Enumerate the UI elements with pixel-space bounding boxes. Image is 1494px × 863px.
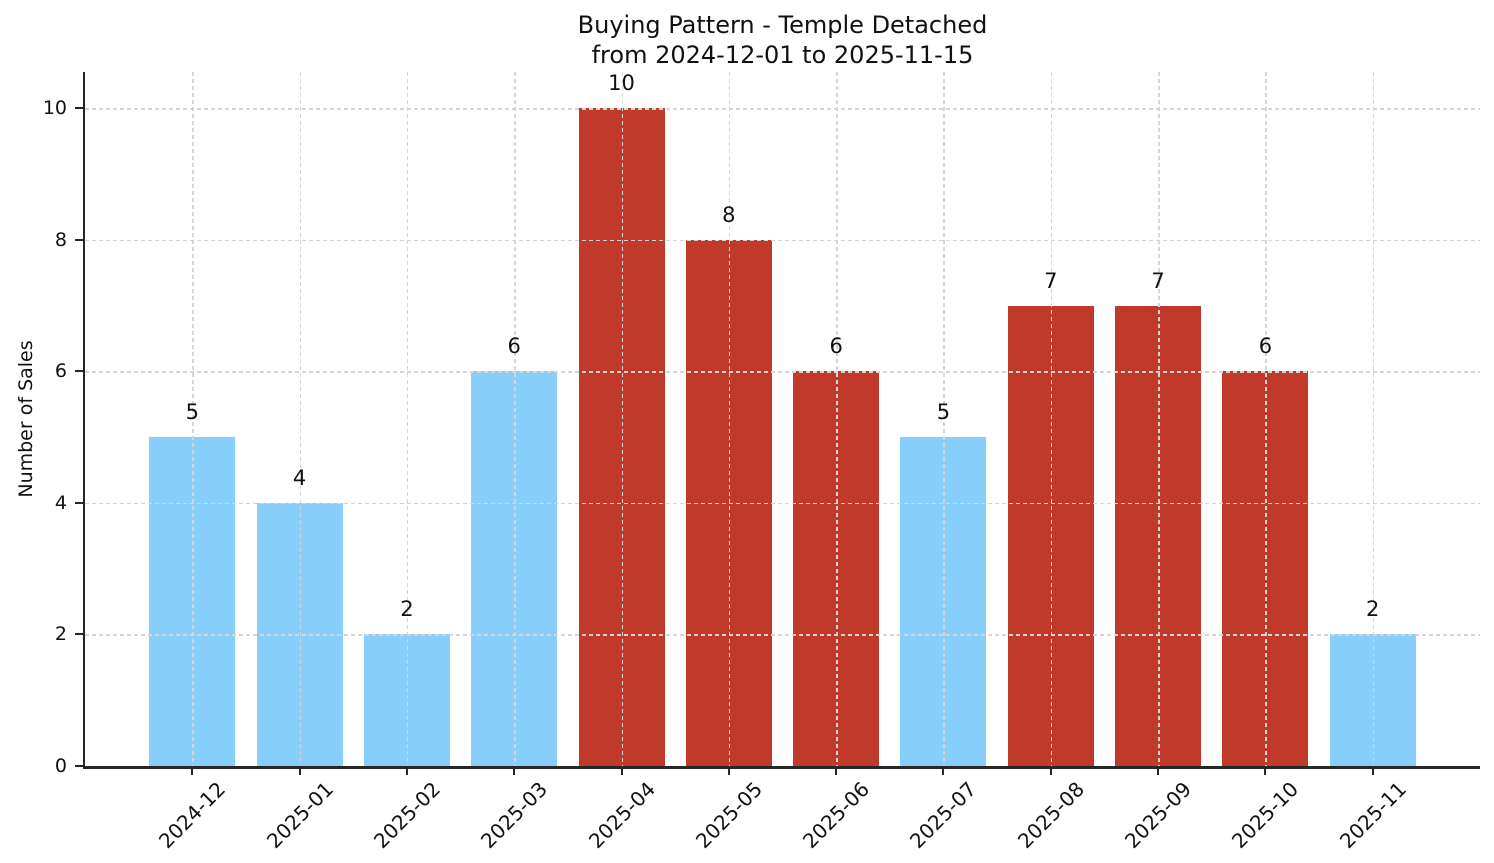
x-tick-2025-01 <box>298 768 301 775</box>
y-tick-6 <box>75 370 83 373</box>
bar-value-2025-11: 2 <box>1366 597 1380 622</box>
x-tick-2025-10 <box>1264 768 1267 775</box>
y-tick-label-4: 4 <box>54 491 67 514</box>
gridline-horizontal-8 <box>85 239 1480 242</box>
y-tick-8 <box>75 238 83 241</box>
x-tick-2025-06 <box>835 768 838 775</box>
bar-value-2024-12: 5 <box>185 400 199 425</box>
x-tick-2025-04 <box>620 768 623 775</box>
gridline-horizontal-4 <box>85 502 1480 505</box>
gridline-vertical-2025-03 <box>514 72 516 766</box>
gridline-vertical-2025-06 <box>836 72 838 766</box>
bar-value-2025-08: 7 <box>1044 268 1058 293</box>
gridline-vertical-2025-05 <box>728 72 731 766</box>
x-tick-2025-11 <box>1371 768 1374 775</box>
gridline-vertical-2025-08 <box>1050 72 1053 766</box>
chart-subtitle: from 2024-12-01 to 2025-11-15 <box>591 41 974 69</box>
gridline-horizontal-6 <box>85 371 1480 373</box>
bar-value-2025-10: 6 <box>1258 334 1273 359</box>
gridline-vertical-2025-10 <box>1265 72 1267 766</box>
chart-title: Buying Pattern - Temple Detached <box>577 11 988 39</box>
gridline-vertical-2025-11 <box>1372 72 1375 766</box>
x-tick-2025-08 <box>1049 768 1052 775</box>
x-axis-spine <box>83 766 1480 769</box>
gridline-vertical-2025-07 <box>943 72 945 766</box>
y-tick-2 <box>75 633 83 636</box>
bar-value-2025-02: 2 <box>400 597 414 622</box>
gridline-vertical-2025-02 <box>406 72 409 766</box>
y-tick-4 <box>75 501 83 504</box>
chart-title-block: Buying Pattern - Temple Detached from 20… <box>85 10 1480 70</box>
bar-value-2025-04: 10 <box>608 71 635 96</box>
y-tick-label-2: 2 <box>54 623 67 646</box>
y-tick-10 <box>75 107 83 110</box>
y-tick-0 <box>75 765 83 767</box>
y-tick-label-0: 0 <box>54 755 67 777</box>
y-tick-label-6: 6 <box>54 360 67 383</box>
bar-value-2025-03: 6 <box>507 334 521 359</box>
gridline-horizontal-10 <box>85 108 1480 110</box>
gridline-vertical-2025-04 <box>621 72 624 766</box>
plot-area: 5 2024-12 4 2025-01 2 2025-02 6 2025-03 10 2025-0… <box>43 71 1480 853</box>
bar-value-2025-06: 6 <box>829 334 843 359</box>
gridline-vertical-2025-01 <box>299 72 302 766</box>
x-tick-2025-02 <box>405 768 408 775</box>
y-tick-label-8: 8 <box>54 228 67 251</box>
bar-value-2025-09: 7 <box>1151 268 1165 293</box>
x-tick-2025-03 <box>513 768 516 775</box>
x-tick-2025-07 <box>942 768 945 775</box>
bar-value-2025-07: 5 <box>936 400 951 425</box>
gridline-horizontal-2 <box>85 634 1480 636</box>
x-tick-2024-12 <box>191 768 194 775</box>
gridline-vertical-2024-12 <box>192 72 194 766</box>
y-tick-label-10: 10 <box>42 97 67 120</box>
bar-value-2025-01: 4 <box>292 465 307 490</box>
bar-value-2025-05: 8 <box>722 202 736 227</box>
gridline-vertical-2025-09 <box>1158 72 1160 766</box>
x-tick-2025-05 <box>727 768 730 775</box>
y-axis-spine <box>83 72 85 768</box>
x-tick-2025-09 <box>1157 768 1160 775</box>
